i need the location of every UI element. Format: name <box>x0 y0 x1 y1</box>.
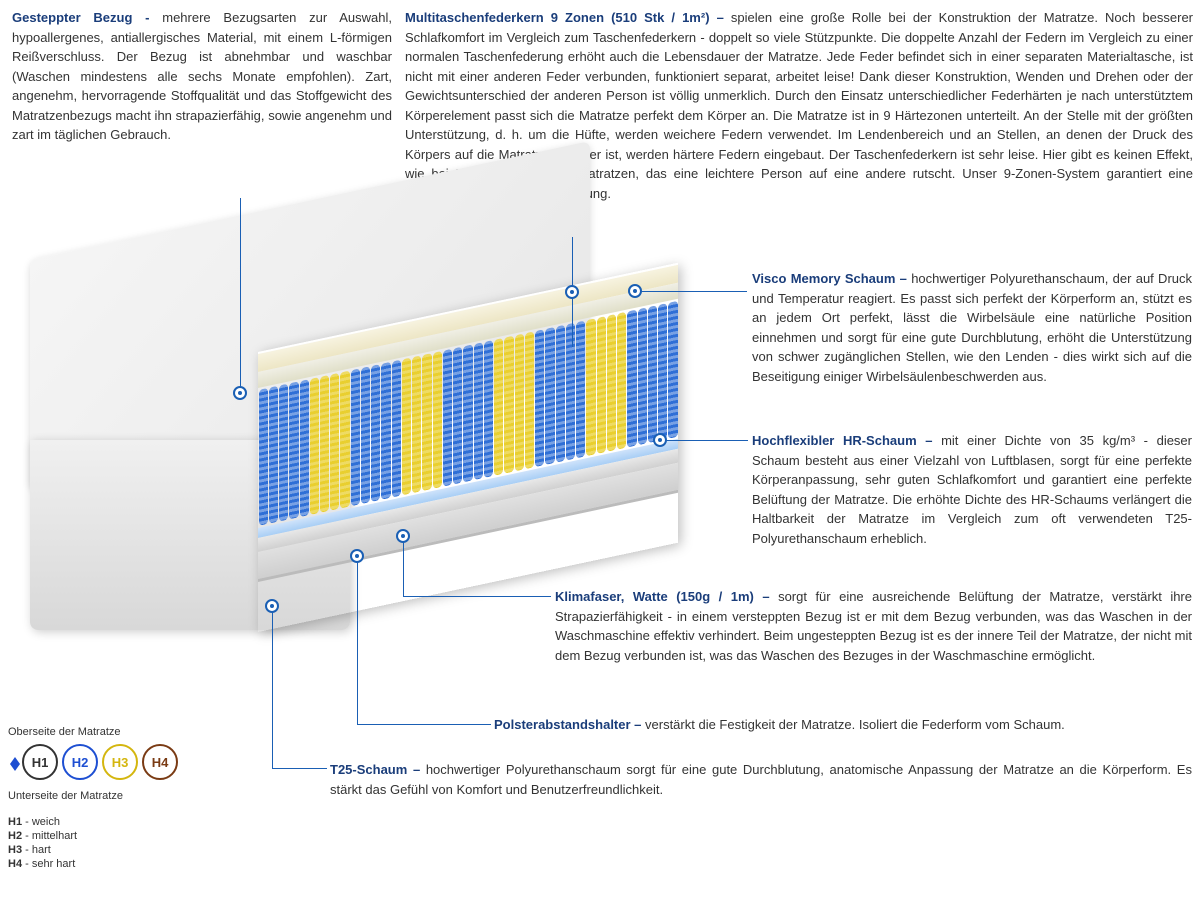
marker-t25 <box>265 599 279 613</box>
hardness-circle-h1: H1 <box>22 744 58 780</box>
hardness-list: H1 - weich H2 - mittelhart H3 - hart H4 - s… <box>8 816 238 870</box>
hr-title: Hochflexibler HR-Schaum – <box>752 433 932 448</box>
leader-klima-h <box>403 596 551 597</box>
visco-title: Visco Memory Schaum – <box>752 271 907 286</box>
spring-coil <box>289 381 298 519</box>
spring-coil <box>566 323 575 461</box>
hardness-circles: H1H2H3H4 <box>22 744 178 780</box>
spring-coil <box>433 351 442 489</box>
spring-coil <box>320 375 329 513</box>
marker-bezug <box>233 386 247 400</box>
spring-coil <box>658 303 667 441</box>
hardness-bottom-label: Unterseite der Matratze <box>8 790 238 802</box>
marker-klima <box>396 529 410 543</box>
polster-title: Polsterabstandshalter – <box>494 717 641 732</box>
arrow-up-icon <box>10 757 20 764</box>
spring-coil <box>463 344 472 482</box>
visco-body: hochwertiger Polyurethanschaum, der auf … <box>752 271 1192 384</box>
spring-coil <box>586 318 595 456</box>
spring-coil <box>627 310 636 448</box>
hardness-circle-h3: H3 <box>102 744 138 780</box>
spring-coil <box>504 336 513 474</box>
spring-coil <box>556 325 565 463</box>
mattress-diagram <box>10 260 690 690</box>
spring-coil <box>300 379 309 517</box>
leader-hr <box>660 440 748 441</box>
spring-coil <box>381 362 390 500</box>
federkern-title: Multitaschenfederkern 9 Zonen (510 Stk /… <box>405 10 724 25</box>
hardness-line: H2 - mittelhart <box>8 830 238 842</box>
spring-coil <box>453 347 462 485</box>
hardness-top-label: Oberseite der Matratze <box>8 726 238 738</box>
bezug-title: Gesteppter Bezug - <box>12 10 149 25</box>
spring-coil <box>392 360 401 498</box>
hr-body: mit einer Dichte von 35 kg/m³ - dieser S… <box>752 433 1192 546</box>
section-hr: Hochflexibler HR-Schaum – mit einer Dich… <box>752 431 1192 548</box>
spring-coil <box>310 377 319 515</box>
spring-coil <box>474 342 483 480</box>
arrow-down-icon <box>10 764 20 771</box>
section-t25: T25-Schaum – hochwertiger Polyurethansch… <box>330 760 1192 799</box>
spring-coil <box>617 312 626 450</box>
spring-coil <box>607 314 616 452</box>
spring-coil <box>269 386 278 524</box>
spring-coil <box>279 384 288 522</box>
section-visco: Visco Memory Schaum – hochwertiger Polyu… <box>752 269 1192 386</box>
marker-hr <box>653 433 667 447</box>
spring-coil <box>597 316 606 454</box>
hardness-circle-h2: H2 <box>62 744 98 780</box>
spring-coil <box>361 366 370 504</box>
spring-coil <box>351 368 360 506</box>
leader-visco <box>635 291 747 292</box>
polster-body: verstärkt die Festigkeit der Matratze. I… <box>645 717 1065 732</box>
spring-coil <box>259 388 268 526</box>
spring-coil <box>525 331 534 469</box>
leader-klima-v <box>403 535 404 597</box>
spring-coil <box>545 327 554 465</box>
hardness-circle-h4: H4 <box>142 744 178 780</box>
spring-coil <box>576 320 585 458</box>
spring-coil <box>668 301 677 439</box>
spring-coil <box>340 371 349 509</box>
bezug-body: mehrere Bezugsarten zur Auswahl, hypoall… <box>12 10 392 142</box>
marker-federkern <box>565 285 579 299</box>
hardness-legend: Oberseite der Matratze H1H2H3H4 Untersei… <box>8 726 238 870</box>
marker-polster <box>350 549 364 563</box>
spring-coil <box>484 340 493 478</box>
marker-visco <box>628 284 642 298</box>
leader-polster-v <box>357 555 358 725</box>
spring-coil <box>648 305 657 443</box>
hardness-line: H1 - weich <box>8 816 238 828</box>
leader-t25-h <box>272 768 327 769</box>
hardness-line: H3 - hart <box>8 844 238 856</box>
spring-coil <box>412 355 421 493</box>
leader-bezug <box>240 198 241 393</box>
hardness-line: H4 - sehr hart <box>8 858 238 870</box>
spring-coil <box>330 373 339 511</box>
spring-coil <box>535 329 544 467</box>
spring-coil <box>371 364 380 502</box>
spring-coil <box>402 357 411 495</box>
section-bezug: Gesteppter Bezug - mehrere Bezugsarten z… <box>12 8 392 145</box>
leader-t25-v <box>272 605 273 769</box>
leader-polster-h <box>357 724 491 725</box>
spring-coil <box>443 349 452 487</box>
spring-coil <box>422 353 431 491</box>
spring-coil <box>638 307 647 445</box>
spring-coil <box>494 338 503 476</box>
t25-body: hochwertiger Polyurethanschaum sorgt für… <box>330 762 1192 797</box>
t25-title: T25-Schaum – <box>330 762 420 777</box>
section-polster: Polsterabstandshalter – verstärkt die Fe… <box>494 715 1192 735</box>
spring-coil <box>515 333 524 471</box>
